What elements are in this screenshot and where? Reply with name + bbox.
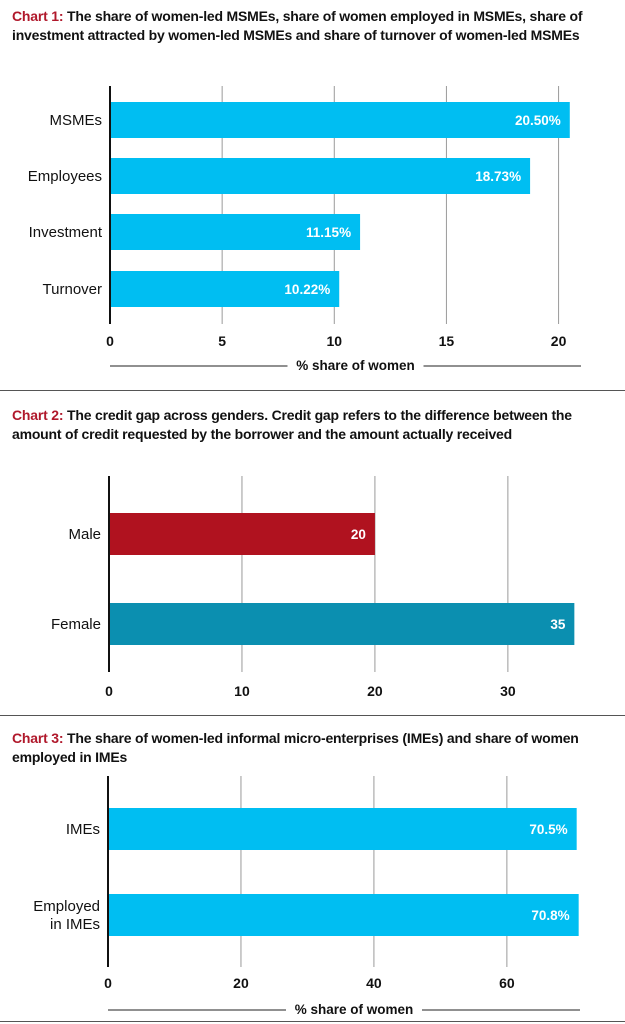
x-tick-label: 20 <box>367 683 383 699</box>
bar-value-label: 20.50% <box>515 113 561 128</box>
x-tick-label: 15 <box>439 333 455 349</box>
chart-1-panel: Chart 1: The share of women-led MSMEs, s… <box>0 0 625 390</box>
category-label: Employees <box>28 168 102 185</box>
chart-2-title-text: The credit gap across genders. Credit ga… <box>12 407 572 442</box>
x-tick-label: 60 <box>499 975 515 991</box>
separator-3 <box>0 1021 625 1022</box>
x-axis-label: % share of women <box>296 358 415 373</box>
chart-1-title: Chart 1: The share of women-led MSMEs, s… <box>12 7 617 45</box>
chart-3-panel: Chart 3: The share of women-led informal… <box>0 717 625 1022</box>
chart-3-title-text: The share of women-led informal micro-en… <box>12 730 579 765</box>
category-label: in IMEs <box>50 916 100 933</box>
category-label: Turnover <box>43 281 102 298</box>
bar-value-label: 18.73% <box>475 169 521 184</box>
bar <box>108 808 577 850</box>
bar <box>110 102 570 138</box>
x-tick-label: 20 <box>233 975 249 991</box>
x-tick-label: 0 <box>104 975 112 991</box>
bar <box>110 214 361 250</box>
chart-3-title-lead: Chart 3: <box>12 730 64 746</box>
chart-2-title: Chart 2: The credit gap across genders. … <box>12 406 617 444</box>
category-label: Male <box>68 526 101 543</box>
bar-value-label: 11.15% <box>306 225 351 240</box>
bar <box>110 271 340 307</box>
category-label: IMEs <box>66 821 100 838</box>
chart-2-plot: 0 10 20 30 20 Male 35 Female <box>51 476 575 699</box>
chart-2-panel: Chart 2: The credit gap across genders. … <box>0 392 625 714</box>
chart-2-title-lead: Chart 2: <box>12 407 64 423</box>
separator-1 <box>0 390 625 391</box>
chart-1-title-text: The share of women-led MSMEs, share of w… <box>12 8 583 43</box>
bar <box>109 513 375 555</box>
x-tick-label: 5 <box>218 333 226 349</box>
bar <box>109 603 575 645</box>
separator-2 <box>0 715 625 716</box>
bar-value-label: 10.22% <box>284 282 330 297</box>
category-label: MSMEs <box>50 112 103 129</box>
x-axis-label: % share of women <box>295 1002 414 1017</box>
category-label: Investment <box>29 224 103 241</box>
x-tick-label: 0 <box>105 683 113 699</box>
bar <box>108 894 579 936</box>
bar-value-label: 35 <box>550 617 566 632</box>
x-tick-label: 20 <box>551 333 567 349</box>
x-tick-label: 10 <box>326 333 342 349</box>
x-tick-label: 0 <box>106 333 114 349</box>
chart-3-title: Chart 3: The share of women-led informal… <box>12 729 617 767</box>
bar-value-label: 20 <box>351 527 366 542</box>
bar-value-label: 70.5% <box>529 822 567 837</box>
x-tick-label: 10 <box>234 683 250 699</box>
chart-1-title-lead: Chart 1: <box>12 8 64 24</box>
x-tick-label: 40 <box>366 975 382 991</box>
category-label: Employed <box>33 898 100 915</box>
category-label: Female <box>51 616 101 633</box>
bar-value-label: 70.8% <box>531 908 569 923</box>
chart-1-plot: 0 5 10 15 20 20.50% MSMEs 18.73% Employees 11.15%… <box>28 86 581 373</box>
bar <box>110 158 531 194</box>
x-tick-label: 30 <box>500 683 516 699</box>
